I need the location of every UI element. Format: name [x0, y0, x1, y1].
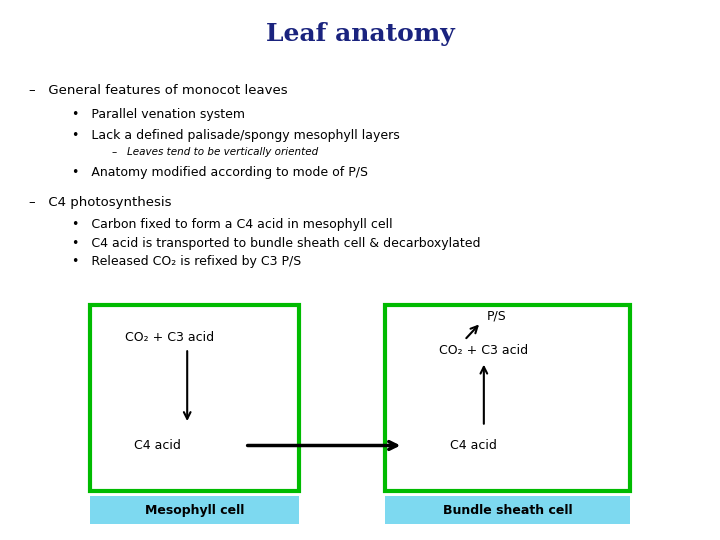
- Text: –   Leaves tend to be vertically oriented: – Leaves tend to be vertically oriented: [112, 147, 318, 158]
- Text: •   Anatomy modified according to mode of P/S: • Anatomy modified according to mode of …: [72, 166, 368, 179]
- Bar: [90, 305, 299, 491]
- Text: Leaf anatomy: Leaf anatomy: [266, 22, 454, 45]
- Bar: [385, 305, 630, 491]
- Text: •   Released CO₂ is refixed by C3 P/S: • Released CO₂ is refixed by C3 P/S: [72, 255, 301, 268]
- Text: •   Parallel venation system: • Parallel venation system: [72, 108, 245, 121]
- Bar: [90, 496, 299, 524]
- Text: CO₂ + C3 acid: CO₂ + C3 acid: [125, 331, 214, 344]
- Text: Bundle sheath cell: Bundle sheath cell: [443, 504, 572, 517]
- Text: Mesophyll cell: Mesophyll cell: [145, 504, 244, 517]
- Text: •   C4 acid is transported to bundle sheath cell & decarboxylated: • C4 acid is transported to bundle sheat…: [72, 237, 480, 249]
- Bar: [385, 496, 630, 524]
- Text: –   General features of monocot leaves: – General features of monocot leaves: [29, 84, 287, 97]
- Text: C4 acid: C4 acid: [133, 439, 181, 452]
- Text: P/S: P/S: [487, 309, 507, 322]
- Text: –   C4 photosynthesis: – C4 photosynthesis: [29, 196, 171, 209]
- Text: CO₂ + C3 acid: CO₂ + C3 acid: [439, 345, 528, 357]
- Text: •   Lack a defined palisade/spongy mesophyll layers: • Lack a defined palisade/spongy mesophy…: [72, 129, 400, 141]
- Text: •   Carbon fixed to form a C4 acid in mesophyll cell: • Carbon fixed to form a C4 acid in meso…: [72, 218, 392, 231]
- Text: C4 acid: C4 acid: [450, 439, 498, 452]
